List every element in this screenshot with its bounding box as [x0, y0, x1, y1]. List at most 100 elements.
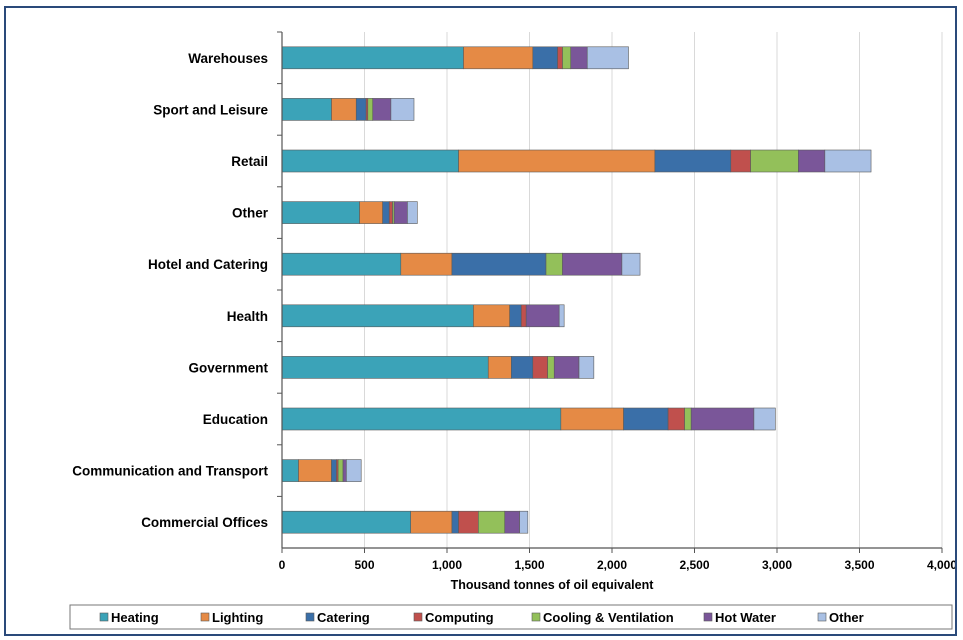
bar-lighting-commercial-offices	[411, 511, 452, 533]
bar-catering-other	[383, 202, 390, 224]
bar-hot-water-communication-and-transport	[343, 460, 346, 482]
category-label: Hotel and Catering	[148, 257, 268, 272]
bar-catering-communication-and-transport	[332, 460, 337, 482]
category-label: Health	[227, 309, 268, 324]
category-label: Other	[232, 206, 269, 221]
bar-other-retail	[825, 150, 871, 172]
category-label: Commercial Offices	[141, 515, 268, 530]
bar-other-hotel-and-catering	[622, 253, 640, 275]
legend-label-catering: Catering	[317, 610, 370, 625]
bar-cooling-ventilation-communication-and-transport	[338, 460, 343, 482]
bar-cooling-ventilation-government	[548, 356, 555, 378]
x-tick-label: 3,000	[762, 558, 792, 572]
bar-heating-government	[282, 356, 488, 378]
bar-computing-commercial-offices	[459, 511, 479, 533]
legend-label-other: Other	[829, 610, 864, 625]
category-label: Communication and Transport	[72, 464, 268, 479]
bar-cooling-ventilation-sport-and-leisure	[368, 98, 373, 120]
bar-catering-retail	[655, 150, 731, 172]
bar-other-warehouses	[587, 47, 628, 69]
bar-heating-warehouses	[282, 47, 464, 69]
x-tick-labels: 0 500 1,000 1,500 2,000 2,500 3,000 3,500 4,000	[279, 558, 955, 572]
legend-swatch-lighting	[201, 613, 209, 621]
legend-label-heating: Heating	[111, 610, 159, 625]
bar-lighting-health	[473, 305, 509, 327]
bar-other-sport-and-leisure	[391, 98, 414, 120]
bar-hot-water-commercial-offices	[505, 511, 520, 533]
bar-hot-water-other	[394, 202, 407, 224]
legend-label-cooling-ventilation: Cooling & Ventilation	[543, 610, 674, 625]
category-label: Education	[203, 412, 268, 427]
x-tick-label: 1,500	[514, 558, 544, 572]
bar-other-health	[559, 305, 564, 327]
bar-catering-commercial-offices	[452, 511, 459, 533]
x-tick-label: 4,000	[927, 558, 955, 572]
x-tick-label: 3,500	[844, 558, 874, 572]
legend-swatch-catering	[306, 613, 314, 621]
bar-catering-hotel-and-catering	[452, 253, 546, 275]
x-tick-label: 1,000	[432, 558, 462, 572]
bar-computing-other	[389, 202, 392, 224]
bar-cooling-ventilation-commercial-offices	[478, 511, 504, 533]
bar-heating-other	[282, 202, 360, 224]
bar-catering-warehouses	[533, 47, 558, 69]
legend-swatch-heating	[100, 613, 108, 621]
bar-lighting-government	[488, 356, 511, 378]
bar-cooling-ventilation-retail	[751, 150, 799, 172]
bar-cooling-ventilation-warehouses	[563, 47, 571, 69]
bar-heating-sport-and-leisure	[282, 98, 332, 120]
bar-hot-water-government	[554, 356, 579, 378]
bar-lighting-hotel-and-catering	[401, 253, 452, 275]
bar-catering-sport-and-leisure	[356, 98, 366, 120]
bar-lighting-sport-and-leisure	[332, 98, 357, 120]
bar-series	[282, 47, 871, 533]
legend-swatch-other	[818, 613, 826, 621]
legend-swatch-computing	[414, 613, 422, 621]
bar-catering-health	[510, 305, 522, 327]
legend-swatch-cooling-ventilation	[532, 613, 540, 621]
legend-label-hot-water: Hot Water	[715, 610, 776, 625]
chart-frame: Warehouses Sport and Leisure Retail Other Ho…	[4, 6, 957, 636]
bar-computing-health	[521, 305, 526, 327]
bar-heating-communication-and-transport	[282, 460, 299, 482]
bar-hot-water-health	[526, 305, 559, 327]
x-axis-title: Thousand tonnes of oil equivalent	[451, 578, 655, 592]
bar-heating-hotel-and-catering	[282, 253, 401, 275]
gridlines	[365, 32, 943, 548]
bar-other-other	[407, 202, 417, 224]
bar-lighting-warehouses	[464, 47, 533, 69]
bar-cooling-ventilation-education	[685, 408, 692, 430]
bar-lighting-communication-and-transport	[299, 460, 332, 482]
stacked-bar-chart: Warehouses Sport and Leisure Retail Other Ho…	[6, 8, 955, 634]
legend: Heating Lighting Catering Computing Cooling …	[70, 605, 952, 629]
bar-hot-water-hotel-and-catering	[563, 253, 622, 275]
bar-catering-government	[511, 356, 532, 378]
bar-computing-warehouses	[558, 47, 563, 69]
x-tick-label: 2,000	[597, 558, 627, 572]
category-label: Retail	[231, 154, 268, 169]
bar-heating-education	[282, 408, 561, 430]
legend-label-computing: Computing	[425, 610, 494, 625]
x-tick-label: 2,500	[679, 558, 709, 572]
bar-lighting-other	[360, 202, 383, 224]
bar-other-government	[579, 356, 594, 378]
bar-other-communication-and-transport	[346, 460, 361, 482]
bar-cooling-ventilation-hotel-and-catering	[546, 253, 563, 275]
bar-other-commercial-offices	[520, 511, 528, 533]
bar-hot-water-education	[691, 408, 754, 430]
bar-heating-commercial-offices	[282, 511, 411, 533]
x-tick-label: 0	[279, 558, 286, 572]
bar-hot-water-retail	[798, 150, 824, 172]
category-label: Government	[188, 360, 268, 375]
category-label: Sport and Leisure	[153, 102, 268, 117]
bar-computing-retail	[731, 150, 751, 172]
bar-computing-government	[533, 356, 548, 378]
legend-label-lighting: Lighting	[212, 610, 263, 625]
bar-lighting-retail	[459, 150, 655, 172]
bar-hot-water-sport-and-leisure	[373, 98, 391, 120]
x-tick-label: 500	[354, 558, 374, 572]
category-label: Warehouses	[188, 51, 268, 66]
bar-lighting-education	[561, 408, 624, 430]
legend-swatch-hot-water	[704, 613, 712, 621]
bar-hot-water-warehouses	[571, 47, 588, 69]
